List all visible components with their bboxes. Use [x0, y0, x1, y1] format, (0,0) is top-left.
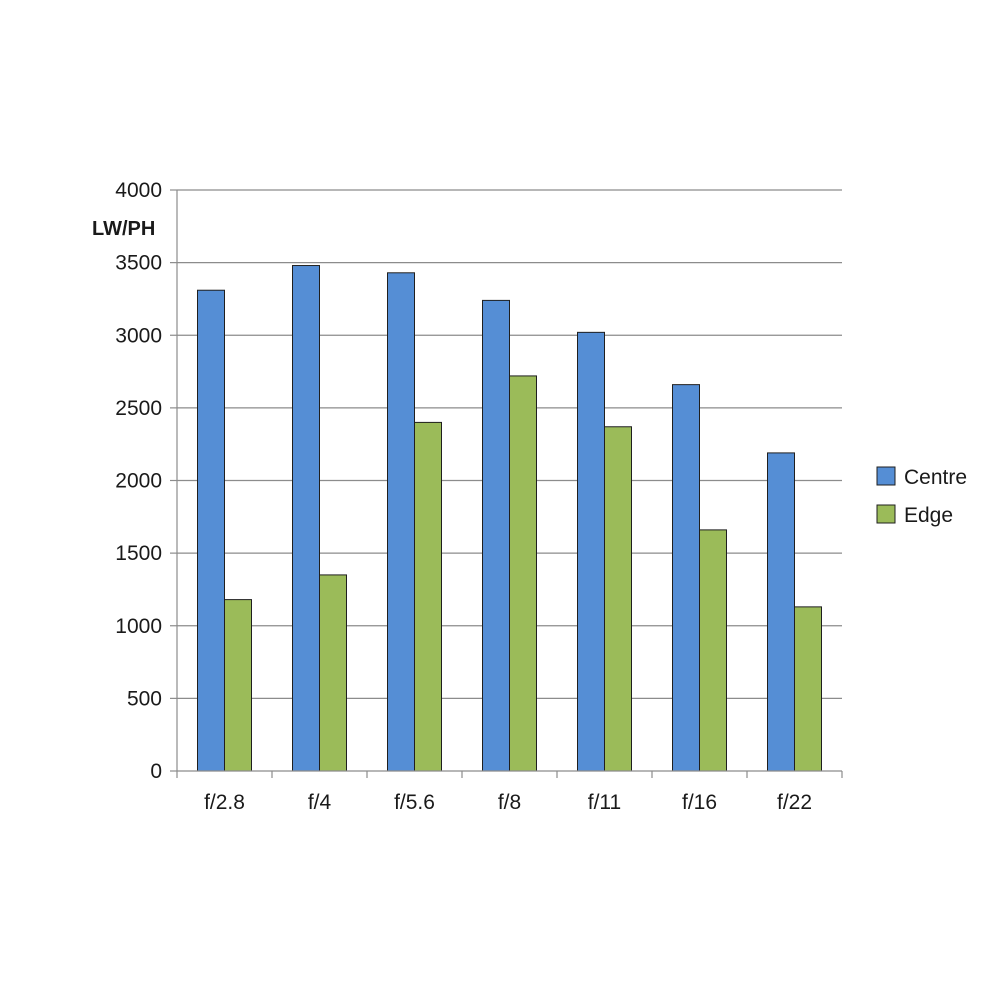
- y-tick-label: 4000: [115, 179, 162, 202]
- bar-centre: [577, 331, 605, 772]
- y-tick-label: 3500: [115, 252, 162, 275]
- y-tick-label: 3000: [115, 324, 162, 347]
- bar-centre: [387, 272, 415, 772]
- legend-swatch-centre: [876, 466, 896, 486]
- bars: [197, 265, 822, 772]
- y-axis-unit-label: LW/PH: [92, 218, 155, 240]
- bar-centre: [292, 265, 320, 772]
- y-tick-label: 1000: [115, 615, 162, 638]
- y-tick-label: 2500: [115, 397, 162, 420]
- bar-edge: [699, 529, 727, 772]
- x-tick-label: f/11: [588, 791, 621, 814]
- bar-edge: [414, 421, 442, 772]
- legend-swatch-edge: [876, 504, 896, 524]
- x-tick-label: f/8: [498, 791, 521, 814]
- bar-edge: [794, 606, 822, 772]
- bar-centre: [482, 299, 510, 772]
- bar-edge: [224, 599, 252, 772]
- bar-centre: [197, 289, 225, 772]
- bar-edge: [509, 375, 537, 772]
- x-tick-label: f/4: [308, 791, 332, 814]
- x-tick-label: f/5.6: [394, 791, 435, 814]
- legend: Centre Edge: [876, 466, 967, 527]
- bar-centre: [672, 384, 700, 772]
- bar-edge: [319, 574, 347, 772]
- legend-label-edge: Edge: [904, 504, 953, 527]
- bar-edge: [604, 426, 632, 772]
- x-tick-label: f/16: [682, 791, 717, 814]
- axes: 0 500 1000 1500 2000 2500 3000 3500 4000 f/2.8 f/4…: [115, 179, 843, 814]
- y-tick-label: 1500: [115, 542, 162, 565]
- x-tick-label: f/22: [777, 791, 812, 814]
- x-tick-label: f/2.8: [204, 791, 245, 814]
- bar-centre: [767, 452, 795, 772]
- y-tick-label: 0: [150, 760, 162, 783]
- legend-label-centre: Centre: [904, 466, 967, 489]
- y-tick-label: 2000: [115, 470, 162, 493]
- y-tick-label: 500: [127, 687, 162, 710]
